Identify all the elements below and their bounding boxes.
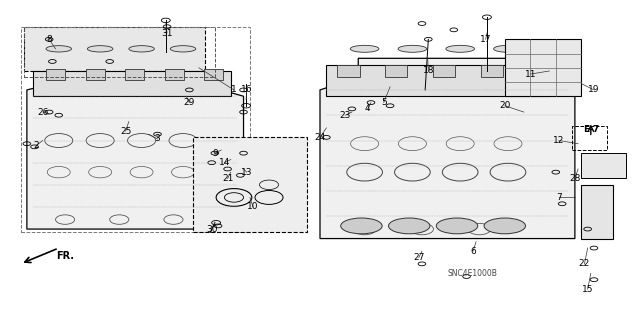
Bar	[46, 69, 65, 80]
Text: 18: 18	[422, 66, 434, 76]
Text: 17: 17	[480, 35, 492, 44]
Polygon shape	[320, 58, 575, 239]
Ellipse shape	[446, 45, 474, 52]
Bar	[529, 65, 550, 77]
Text: 16: 16	[241, 85, 252, 94]
Text: 9: 9	[212, 149, 218, 158]
Text: 29: 29	[184, 98, 195, 107]
Text: 22: 22	[579, 259, 590, 268]
Ellipse shape	[350, 45, 379, 52]
Polygon shape	[27, 58, 244, 229]
Bar	[572, 126, 607, 150]
Bar	[24, 27, 215, 77]
Bar	[86, 69, 104, 80]
Bar	[481, 65, 503, 77]
Bar	[385, 65, 407, 77]
Bar	[193, 137, 307, 232]
Bar	[337, 65, 360, 77]
Text: SNC4E1000B: SNC4E1000B	[448, 269, 498, 278]
Ellipse shape	[388, 218, 430, 234]
Polygon shape	[326, 65, 549, 96]
Text: 15: 15	[582, 285, 593, 294]
Text: 23: 23	[340, 111, 351, 120]
Text: 4: 4	[365, 104, 371, 113]
Bar	[433, 65, 455, 77]
Ellipse shape	[340, 218, 382, 234]
Text: 5: 5	[381, 98, 387, 107]
Bar	[204, 69, 223, 80]
Bar	[164, 69, 184, 80]
Text: 2: 2	[34, 141, 39, 150]
Ellipse shape	[398, 45, 427, 52]
Polygon shape	[33, 71, 231, 96]
Text: 26: 26	[37, 108, 49, 116]
Ellipse shape	[129, 46, 154, 52]
Ellipse shape	[484, 218, 525, 234]
Bar	[24, 27, 205, 71]
Text: 20: 20	[499, 101, 511, 110]
Text: 11: 11	[525, 70, 536, 78]
Text: 7: 7	[556, 193, 562, 202]
Text: 12: 12	[553, 136, 564, 145]
Text: 1: 1	[231, 85, 237, 94]
Ellipse shape	[46, 46, 72, 52]
Text: 31: 31	[161, 28, 173, 38]
Bar	[20, 27, 250, 232]
Text: 6: 6	[470, 247, 476, 256]
Text: 8: 8	[46, 35, 52, 44]
Ellipse shape	[170, 46, 196, 52]
Text: 14: 14	[219, 158, 230, 167]
Text: 27: 27	[413, 253, 424, 262]
Bar	[505, 39, 581, 96]
Text: 10: 10	[247, 203, 259, 211]
Bar	[125, 69, 144, 80]
Text: E-7: E-7	[582, 125, 599, 134]
Text: 30: 30	[206, 225, 218, 234]
Ellipse shape	[88, 46, 113, 52]
Ellipse shape	[493, 45, 522, 52]
Text: 24: 24	[314, 133, 326, 142]
Text: 21: 21	[222, 174, 234, 183]
Polygon shape	[581, 185, 613, 239]
Ellipse shape	[436, 218, 477, 234]
Bar	[581, 153, 626, 178]
Text: 13: 13	[241, 168, 252, 177]
Text: 25: 25	[120, 127, 131, 136]
Text: FR.: FR.	[56, 251, 74, 261]
Text: 3: 3	[155, 134, 161, 144]
Text: 28: 28	[569, 174, 580, 183]
Text: 19: 19	[588, 85, 600, 94]
